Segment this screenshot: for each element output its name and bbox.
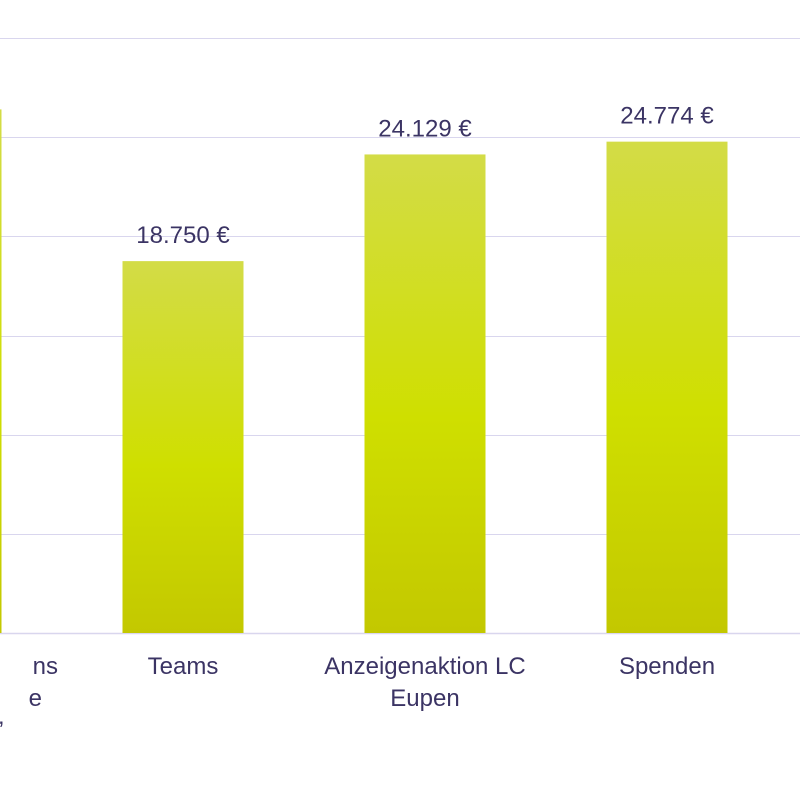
category-label: Anzeigenaktion LC [324, 653, 525, 680]
bars [0, 109, 728, 634]
bar [364, 154, 486, 633]
category-label: Teams [148, 653, 219, 680]
category-label: ’ [0, 717, 4, 744]
category-label: ns [33, 653, 58, 680]
bar [122, 261, 244, 633]
category-label: e [29, 685, 42, 712]
bar [606, 141, 728, 634]
category-label: Eupen [390, 685, 459, 712]
bar-value-label: 18.750 € [136, 222, 230, 249]
category-labels: ns e ’ Teams Anzeigenaktion LC Eupen Spenden [0, 653, 715, 744]
category-label: Spenden [619, 653, 715, 680]
bar [0, 109, 2, 633]
bar-value-label: 24.129 € [378, 115, 472, 142]
value-labels: 18.750 € 24.129 € 24.774 € [136, 103, 714, 249]
bar-value-label: 24.774 € [620, 103, 714, 130]
